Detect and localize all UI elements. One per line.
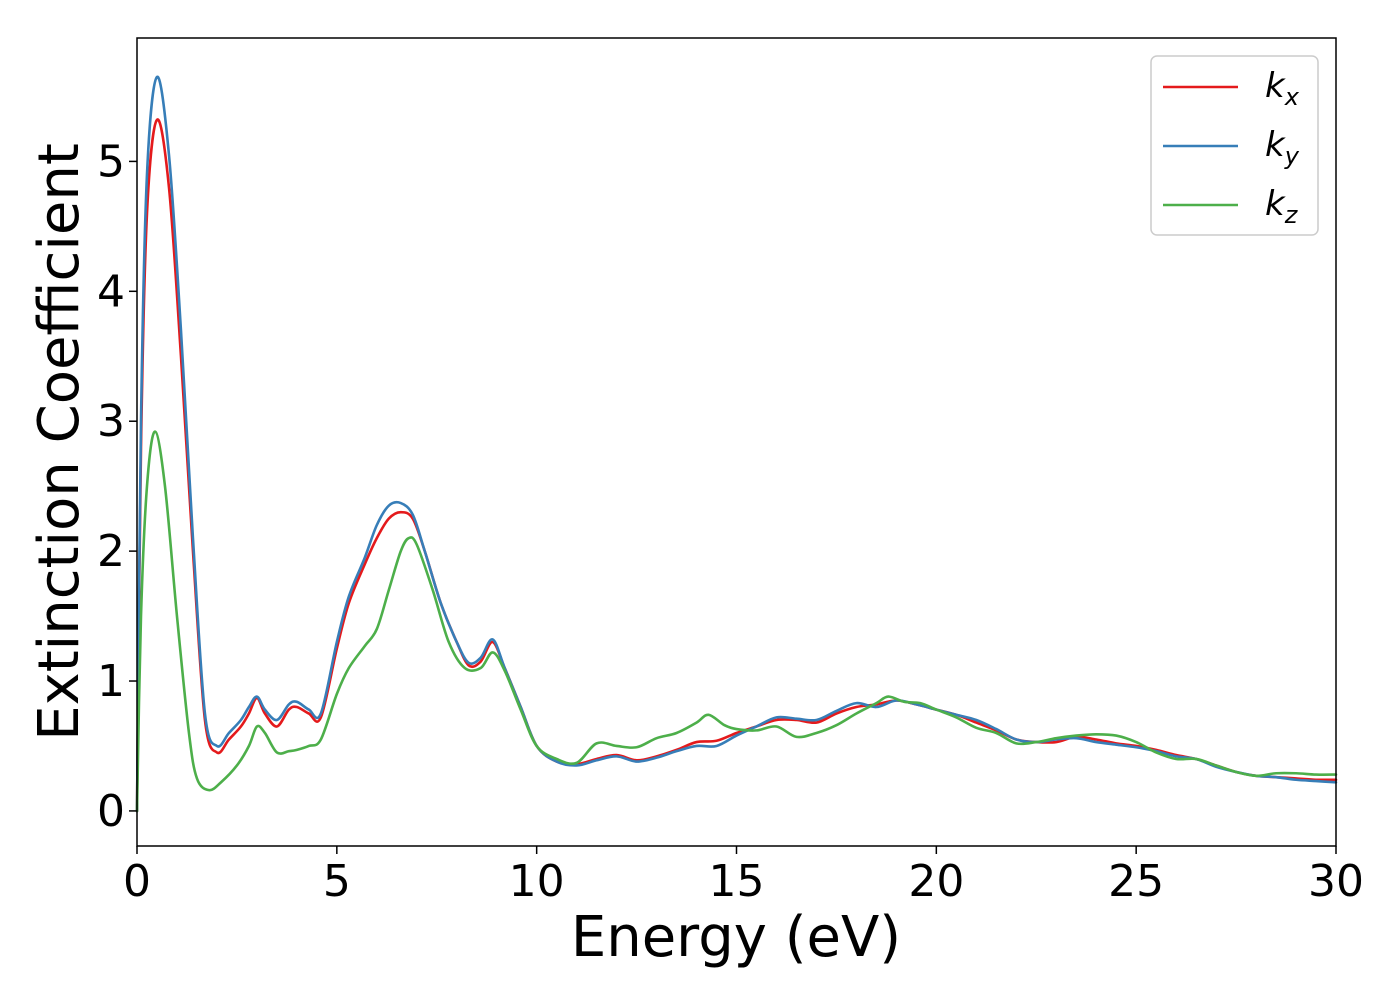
y-axis-ticks: 0 1 2 3 4 5 bbox=[97, 136, 137, 837]
y-tick-label: 0 bbox=[97, 786, 125, 837]
y-tick-label: 3 bbox=[97, 396, 125, 447]
legend-label-z: kz bbox=[1265, 184, 1299, 229]
legend-label-x: kx bbox=[1265, 66, 1300, 111]
series-layer bbox=[135, 75, 1338, 813]
x-tick-label: 25 bbox=[1108, 856, 1164, 907]
y-axis-title: Extinction Coefficient bbox=[27, 143, 92, 741]
x-tick-label: 20 bbox=[908, 856, 964, 907]
series-line-y bbox=[135, 75, 1338, 813]
x-tick-label: 5 bbox=[323, 856, 351, 907]
x-tick-label: 10 bbox=[509, 856, 565, 907]
x-axis-title: Energy (eV) bbox=[571, 905, 901, 970]
x-tick-label: 0 bbox=[123, 856, 151, 907]
x-tick-label: 30 bbox=[1308, 856, 1364, 907]
series-line-z bbox=[135, 430, 1338, 813]
y-tick-label: 4 bbox=[97, 266, 125, 317]
x-tick-label: 15 bbox=[709, 856, 765, 907]
x-axis-ticks: 0 5 10 15 20 25 30 bbox=[123, 846, 1364, 907]
legend: kx ky kz bbox=[1150, 55, 1319, 236]
y-tick-label: 1 bbox=[97, 656, 125, 707]
legend-label-y: ky bbox=[1265, 125, 1300, 170]
y-tick-label: 2 bbox=[97, 526, 125, 577]
y-tick-label: 5 bbox=[97, 136, 125, 187]
